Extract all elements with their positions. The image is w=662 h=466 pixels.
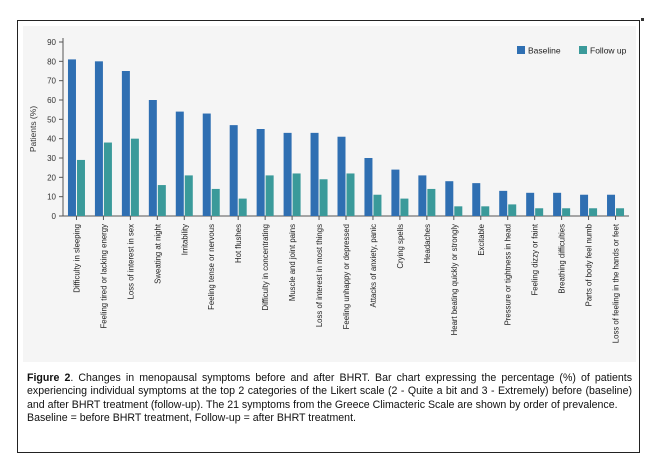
category-label: Difficulty in sleeping: [72, 224, 81, 293]
category-label: Difficulty in concentrating: [261, 224, 270, 311]
bar-baseline: [337, 136, 346, 216]
caption-paragraph: Figure 2. Changes in menopausal symptoms…: [27, 372, 632, 412]
bar-baseline: [202, 113, 211, 216]
bar-chart: 0 10 20 30 40 50 60 70 80 90 Patients (%) Difficult…: [28, 38, 629, 343]
category-label: Feeling unhappy or depressed: [342, 224, 351, 329]
caption-legend-note: Baseline = before BHRT treatment, Follow…: [27, 412, 356, 425]
bar-baseline: [256, 129, 265, 216]
bar-follow-up: [184, 175, 193, 216]
bar-baseline: [175, 111, 184, 216]
category-label: Crying spells: [396, 224, 405, 269]
legend-swatch: [517, 46, 525, 54]
category-label: Feeling dizzy or faint: [531, 223, 540, 295]
corner-mark: [641, 18, 644, 21]
bar-follow-up: [130, 138, 139, 216]
bar-follow-up: [346, 173, 355, 216]
bar-follow-up: [157, 185, 166, 216]
y-tick-label: 30: [47, 154, 56, 163]
category-label: Irritability: [180, 224, 189, 255]
category-label: Excitable: [477, 224, 486, 256]
y-tick-label: 90: [47, 38, 56, 47]
bar-baseline: [472, 183, 481, 216]
bar-baseline: [67, 59, 76, 217]
category-label: Muscle and joint pains: [288, 224, 297, 301]
y-tick-label: 70: [47, 77, 56, 86]
bar-follow-up: [616, 208, 625, 216]
bar-baseline: [580, 194, 589, 216]
bar-follow-up: [589, 208, 598, 216]
bar-baseline: [364, 158, 373, 216]
bar-follow-up: [535, 208, 544, 216]
category-label: Sweating at night: [153, 223, 162, 284]
bar-baseline: [553, 192, 562, 216]
y-tick-label: 40: [47, 135, 56, 144]
category-label: Hot flushes: [234, 224, 243, 263]
category-label: Heart beating quickly or strongly: [450, 224, 459, 335]
legend-label: Baseline: [528, 46, 561, 56]
category-label: Parts of body feel numb: [585, 223, 594, 306]
bar-follow-up: [427, 188, 436, 216]
figure-label: Figure 2: [27, 372, 71, 384]
bar-baseline: [229, 125, 238, 216]
category-label: Attacks of anxiety, panic: [369, 224, 378, 308]
y-tick-label: 60: [47, 96, 56, 105]
caption-text: . Changes in menopausal symptoms before …: [27, 372, 632, 411]
bar-baseline: [607, 194, 616, 216]
bar-baseline: [121, 71, 130, 216]
category-label: Loss of interest in sex: [126, 224, 135, 300]
category-label: Breathing difficulties: [558, 224, 567, 294]
bar-follow-up: [508, 204, 517, 216]
bar-follow-up: [400, 198, 409, 216]
bar-follow-up: [319, 179, 328, 216]
bar-follow-up: [481, 206, 490, 216]
category-label: Loss of interest in most things: [315, 224, 324, 327]
bar-baseline: [526, 192, 535, 216]
bar-baseline: [499, 190, 508, 216]
bar-baseline: [310, 132, 319, 216]
y-tick-label: 0: [52, 212, 57, 221]
figure-caption: Figure 2. Changes in menopausal symptoms…: [27, 372, 632, 426]
bar-follow-up: [373, 194, 382, 216]
y-tick-label: 50: [47, 115, 56, 124]
bar-follow-up: [562, 208, 571, 216]
category-label: Headaches: [423, 224, 432, 264]
y-tick-label: 80: [47, 57, 56, 66]
bar-baseline: [418, 175, 427, 216]
bar-follow-up: [211, 188, 220, 216]
legend-label: Follow up: [590, 46, 627, 56]
bar-baseline: [445, 181, 454, 216]
bar-follow-up: [238, 198, 247, 216]
y-tick-label: 10: [47, 193, 56, 202]
bar-follow-up: [103, 142, 112, 216]
bar-baseline: [283, 132, 292, 216]
category-label: Loss of feeling in the hands or feet: [612, 223, 621, 343]
y-axis-title: Patients (%): [28, 106, 38, 152]
bar-follow-up: [265, 175, 274, 216]
bar-follow-up: [454, 206, 463, 216]
category-label: Pressure or tightness in head: [504, 224, 513, 325]
category-label: Feeling tired or lacking energy: [99, 224, 108, 329]
category-label: Feeling tense or nervous: [207, 224, 216, 310]
bar-follow-up: [76, 159, 85, 216]
y-tick-label: 20: [47, 173, 56, 182]
legend-swatch: [579, 46, 587, 54]
bar-baseline: [148, 100, 157, 216]
chart-panel: 0 10 20 30 40 50 60 70 80 90 Patients (%) Difficult…: [23, 26, 636, 362]
bar-follow-up: [292, 173, 301, 216]
bar-baseline: [94, 61, 103, 217]
bar-baseline: [391, 169, 400, 216]
